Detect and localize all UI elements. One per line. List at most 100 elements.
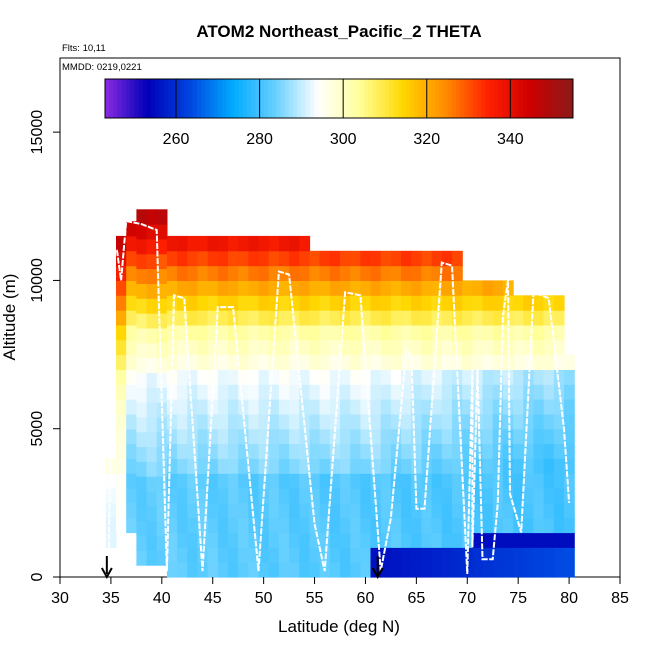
heatmap-cell bbox=[166, 547, 178, 563]
heatmap-cell bbox=[370, 310, 382, 326]
heatmap-cell bbox=[502, 517, 514, 534]
heatmap-cell bbox=[329, 280, 341, 296]
heatmap-cell bbox=[452, 295, 463, 311]
colorbar-swatch bbox=[309, 79, 315, 118]
heatmap-cell bbox=[482, 369, 494, 385]
colorbar-swatch bbox=[201, 79, 206, 118]
heatmap-cell bbox=[329, 265, 341, 281]
heatmap-cell bbox=[116, 443, 127, 459]
heatmap-cell bbox=[553, 517, 565, 534]
heatmap-cell bbox=[431, 354, 443, 370]
heatmap-cell bbox=[502, 458, 514, 474]
heatmap-cell bbox=[411, 517, 423, 534]
heatmap-cell bbox=[502, 502, 514, 519]
heatmap-cell bbox=[421, 250, 433, 267]
heatmap-cell bbox=[278, 339, 290, 356]
colorbar-swatch bbox=[267, 79, 273, 118]
heatmap-cell bbox=[380, 413, 392, 430]
y-tick-label: 5000 bbox=[29, 411, 46, 447]
colorbar-tick-label: 280 bbox=[246, 131, 273, 148]
heatmap-cell bbox=[278, 532, 290, 548]
heatmap-cell bbox=[553, 443, 565, 459]
x-tick-label: 40 bbox=[153, 590, 171, 607]
heatmap-cell bbox=[533, 413, 545, 430]
heatmap-cell bbox=[452, 443, 463, 459]
heatmap-cell bbox=[177, 399, 188, 415]
heatmap-cell bbox=[319, 354, 331, 370]
heatmap-cell bbox=[441, 488, 453, 504]
heatmap-cell bbox=[523, 532, 535, 548]
colorbar-swatch bbox=[359, 79, 365, 118]
heatmap-cell bbox=[411, 384, 423, 400]
colorbar-swatch bbox=[280, 79, 286, 118]
heatmap-cell bbox=[482, 339, 494, 356]
heatmap-cell bbox=[411, 399, 423, 415]
colorbar-swatch bbox=[121, 79, 127, 118]
colorbar-swatch bbox=[552, 79, 557, 118]
heatmap-cell bbox=[482, 488, 494, 504]
heatmap-cell bbox=[319, 369, 331, 385]
heatmap-cell bbox=[156, 238, 168, 255]
colorbar-swatch bbox=[293, 79, 298, 118]
heatmap-cell bbox=[513, 428, 524, 445]
colorbar-swatch bbox=[472, 79, 478, 118]
heatmap-cell bbox=[482, 354, 494, 370]
heatmap-cell bbox=[217, 428, 229, 445]
heatmap-cell bbox=[166, 428, 178, 445]
heatmap-cell bbox=[207, 265, 219, 281]
heatmap-cell bbox=[350, 280, 361, 296]
heatmap-cell bbox=[533, 502, 545, 519]
heatmap-cell bbox=[278, 473, 290, 489]
heatmap-cell bbox=[350, 354, 361, 370]
heatmap-cell bbox=[390, 428, 402, 445]
colorbar-tick-label: 300 bbox=[330, 131, 357, 148]
heatmap-cell bbox=[553, 473, 565, 489]
colorbar-swatch bbox=[313, 79, 319, 118]
colorbar-swatch bbox=[347, 79, 353, 118]
heatmap-cell bbox=[390, 295, 402, 311]
heatmap-cell bbox=[523, 562, 535, 578]
heatmap-cell bbox=[156, 342, 168, 359]
heatmap-cell bbox=[329, 295, 341, 311]
heatmap-cell bbox=[482, 324, 494, 341]
colorbar-swatch bbox=[514, 79, 520, 118]
heatmap-cell bbox=[268, 443, 280, 459]
heatmap-cell bbox=[543, 310, 555, 326]
heatmap-cell bbox=[309, 369, 321, 385]
colorbar-swatch bbox=[255, 79, 261, 118]
heatmap-cell bbox=[146, 416, 158, 433]
heatmap-cell bbox=[502, 562, 514, 578]
heatmap-cell bbox=[177, 310, 188, 326]
colorbar-swatch bbox=[117, 79, 123, 118]
heatmap-cell bbox=[156, 357, 168, 373]
heatmap-cell bbox=[482, 562, 494, 578]
heatmap-cell bbox=[543, 562, 555, 578]
heatmap-cell bbox=[207, 488, 219, 504]
heatmap-cell bbox=[390, 265, 402, 281]
heatmap-cell bbox=[217, 532, 229, 548]
heatmap-cell bbox=[543, 324, 555, 341]
heatmap-cell bbox=[350, 547, 361, 563]
heatmap-cell bbox=[238, 428, 249, 445]
colorbar-swatch bbox=[510, 79, 515, 118]
heatmap-cell bbox=[482, 458, 494, 474]
heatmap-cell bbox=[197, 280, 209, 296]
heatmap-cell bbox=[258, 547, 270, 563]
heatmap-cell bbox=[166, 532, 178, 548]
heatmap-cell bbox=[278, 413, 290, 430]
heatmap-cell bbox=[116, 310, 127, 326]
heatmap-cell bbox=[421, 562, 433, 578]
heatmap-cell bbox=[360, 413, 372, 430]
heatmap-cell bbox=[136, 446, 148, 462]
heatmap-cell bbox=[207, 324, 219, 341]
colorbar-swatch bbox=[334, 79, 340, 118]
heatmap-cell bbox=[116, 250, 127, 267]
colorbar-swatch bbox=[556, 79, 561, 118]
heatmap bbox=[105, 209, 575, 578]
heatmap-cell bbox=[126, 517, 137, 534]
heatmap-cell bbox=[513, 502, 524, 519]
heatmap-cell bbox=[401, 473, 412, 489]
heatmap-cell bbox=[492, 354, 504, 370]
heatmap-cell bbox=[146, 402, 158, 418]
heatmap-cell bbox=[553, 369, 565, 385]
